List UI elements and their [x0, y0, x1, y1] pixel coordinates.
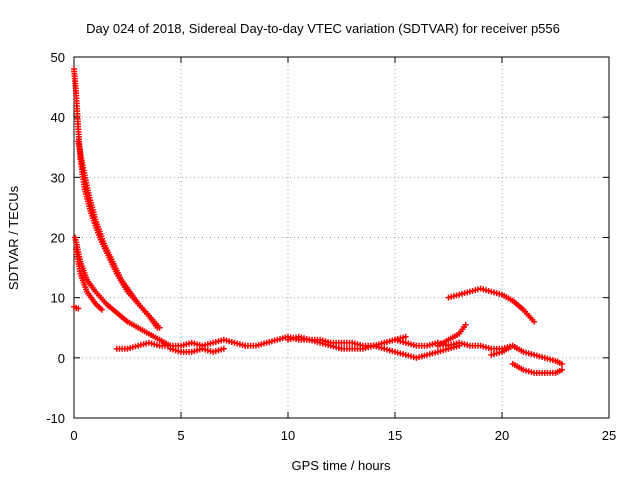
series-arc-9 [285, 333, 463, 361]
series-arc-2 [75, 138, 161, 331]
data-point [98, 306, 105, 313]
series-arc-7 [167, 345, 227, 355]
axis-ticks: 0 5 10 15 20 25 -10 0 10 20 30 40 50 [46, 50, 616, 443]
series-arc-12 [445, 285, 538, 325]
data-point [462, 321, 469, 328]
series-arc-13 [488, 342, 565, 367]
data-marks [71, 66, 565, 376]
data-point [154, 324, 161, 331]
y-tick-label: 10 [51, 291, 65, 306]
series-arc-6 [113, 336, 249, 352]
data-point [558, 360, 565, 367]
y-tick-label: 0 [58, 351, 65, 366]
data-point [531, 318, 538, 325]
x-axis-label: GPS time / hours [292, 458, 391, 473]
y-tick-label: 40 [51, 110, 65, 125]
y-tick-label: 50 [51, 50, 65, 65]
y-tick-label: 20 [51, 231, 65, 246]
chart-title: Day 024 of 2018, Sidereal Day-to-day VTE… [86, 21, 560, 36]
x-tick-label: 0 [70, 428, 77, 443]
x-tick-label: 25 [602, 428, 616, 443]
y-tick-label: -10 [46, 411, 65, 426]
x-tick-label: 10 [281, 428, 295, 443]
series-arc-5 [71, 303, 82, 312]
y-axis-label: SDTVAR / TECUs [6, 185, 21, 290]
data-point [402, 333, 409, 340]
series-arc-11 [434, 321, 469, 349]
x-tick-label: 5 [177, 428, 184, 443]
data-point [220, 345, 227, 352]
x-tick-label: 15 [388, 428, 402, 443]
y-tick-label: 30 [51, 170, 65, 185]
x-tick-label: 20 [495, 428, 509, 443]
series-arc-14 [509, 360, 565, 376]
data-point [558, 366, 565, 373]
grid [74, 57, 609, 418]
series-arc-4 [73, 246, 105, 313]
data-point [75, 305, 82, 312]
